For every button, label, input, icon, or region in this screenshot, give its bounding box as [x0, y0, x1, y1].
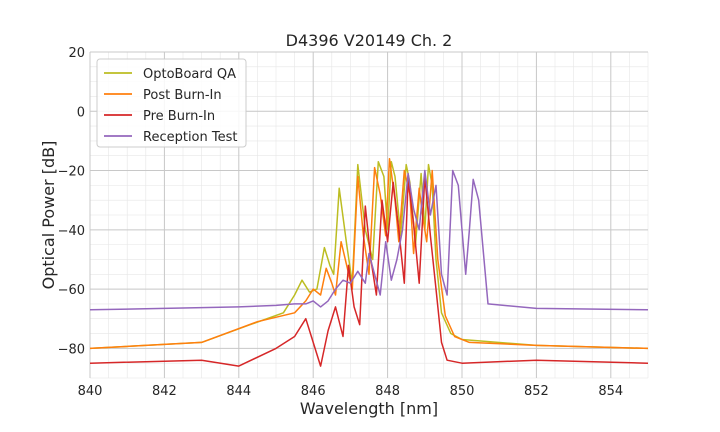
y-axis-label: Optical Power [dB]: [39, 141, 58, 290]
legend-label: Pre Burn-In: [143, 109, 215, 124]
x-tick-label: 846: [301, 384, 326, 399]
series-line-4: [90, 169, 648, 311]
legend-label: Reception Test: [143, 130, 237, 145]
chart-title: D4396 V20149 Ch. 2: [286, 31, 453, 50]
y-tick-label: −80: [58, 342, 85, 357]
y-tick-label: −20: [58, 165, 85, 180]
legend-label: Post Burn-In: [143, 88, 222, 103]
series-line-3: [90, 175, 648, 367]
x-tick-label: 848: [375, 384, 400, 399]
x-axis-label: Wavelength [nm]: [300, 399, 438, 418]
legend-box: [96, 58, 247, 148]
y-tick-label: −40: [58, 224, 85, 239]
plot-series-area: [90, 157, 648, 367]
legend-label: OptoBoard QA: [143, 67, 236, 82]
x-tick-label: 850: [450, 384, 475, 399]
series-layer: [90, 157, 648, 367]
y-tick-label: 20: [68, 46, 85, 61]
y-tick-label: 0: [77, 105, 85, 120]
x-tick-label: 844: [226, 384, 251, 399]
tick-labels: 840 842 844 846 848 850 852 854 20 0 −20 −40 −60 −80: [58, 46, 624, 399]
x-tick-label: 840: [78, 384, 103, 399]
series-line-2: [90, 157, 648, 350]
x-tick-label: 852: [524, 384, 549, 399]
legend: OptoBoard QA Post Burn-In Pre Burn-In Recep…: [96, 58, 247, 148]
y-tick-label: −60: [58, 283, 85, 298]
x-tick-label: 842: [152, 384, 177, 399]
x-tick-label: 854: [598, 384, 623, 399]
series-line-1: [90, 160, 648, 350]
